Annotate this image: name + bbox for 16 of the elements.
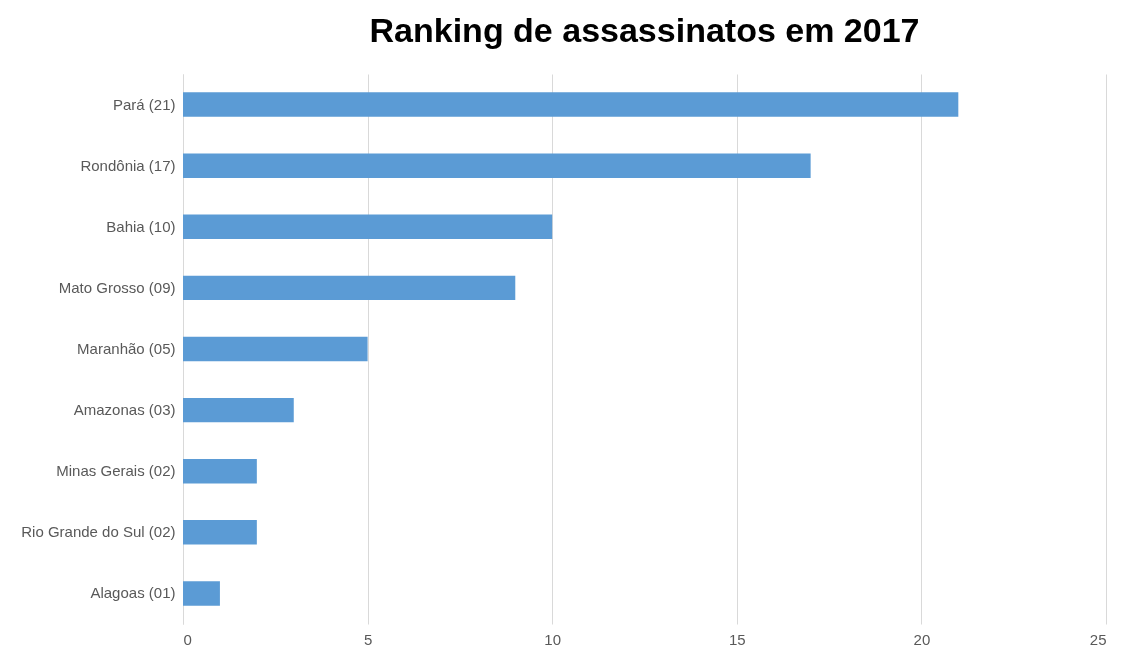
- y-tick-label: Pará (21): [112, 95, 176, 113]
- x-tick-label: 0: [183, 630, 192, 648]
- x-tick-label: 15: [728, 630, 746, 648]
- y-tick-label: Amazonas (03): [73, 401, 176, 419]
- x-tick-label: 20: [913, 630, 931, 648]
- y-tick-label: Rio Grande do Sul (02): [21, 523, 176, 541]
- y-tick-label: Bahia (10): [106, 217, 176, 235]
- x-tick-label: 5: [363, 630, 373, 648]
- y-tick-label: Mato Grosso (09): [58, 278, 176, 296]
- x-tick-label: 10: [544, 630, 562, 648]
- y-tick-label: Alagoas (01): [90, 584, 176, 602]
- chart-title: Ranking de assassinatos em 2017: [369, 11, 920, 49]
- y-tick-label: Maranhão (05): [77, 340, 176, 357]
- y-tick-label: Rondônia (17): [80, 156, 176, 174]
- x-tick-label: 25: [1089, 630, 1107, 648]
- y-tick-label: Minas Gerais (02): [56, 462, 176, 480]
